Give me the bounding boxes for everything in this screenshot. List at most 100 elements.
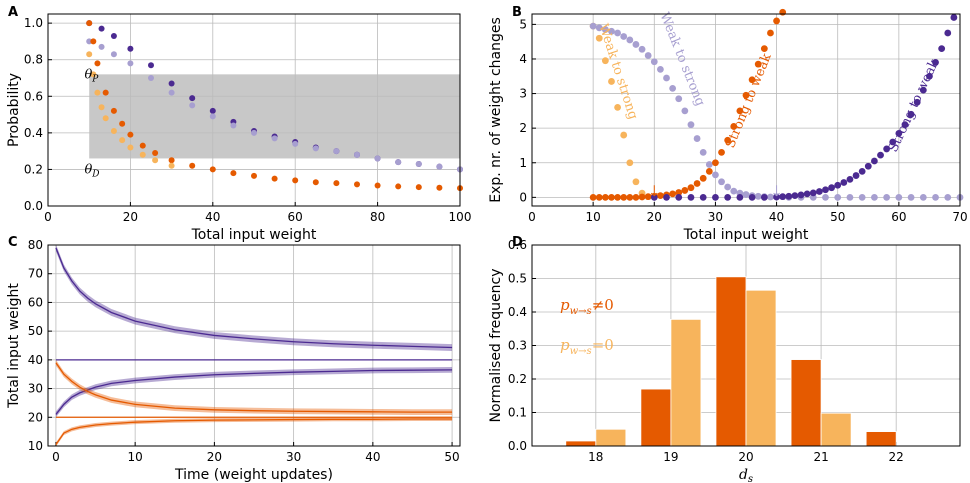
data-point-orange [608,193,615,201]
data-point-purple [736,193,744,201]
bar-orange [865,431,897,447]
x-tick-label: 10 [128,450,143,464]
data-point-lavender [724,183,732,191]
x-tick-label: 20 [738,450,753,464]
data-point-purple [834,181,842,189]
bar-orange [565,440,597,447]
y-tick-label: 0 [519,190,527,204]
data-point-purple [822,186,829,194]
data-point-lavender [589,22,597,30]
panel-label: B [512,5,522,20]
data-point-lavender [883,193,891,201]
data-point-orange [626,193,634,201]
data-point-light-orange [601,57,609,65]
y-tick-label: 0.0 [24,199,43,213]
y-tick-label: 0.3 [508,339,527,353]
data-point-orange [86,20,93,27]
data-point-lavender [650,58,658,66]
panel-label: D [512,235,523,250]
data-point-purple [675,193,683,201]
data-point-light-orange [152,157,159,164]
data-point-purple [797,191,805,199]
data-point-light-orange [127,144,134,151]
series-line [55,369,453,415]
data-point-lavender [858,193,866,201]
y-tick-label: 3 [519,87,527,101]
data-point-orange [693,180,701,187]
data-point-orange [736,107,744,115]
data-point-orange [312,179,319,186]
data-point-lavender [712,171,719,179]
data-point-purple [877,151,884,159]
y-tick-label: 10 [28,439,43,453]
data-point-purple [650,193,658,201]
data-point-orange [271,175,278,182]
data-point-light-orange [608,78,615,85]
data-point-orange [127,131,134,138]
data-point-purple [852,172,860,179]
series-line [55,247,453,349]
y-tick-label: 0.8 [24,53,43,67]
x-tick-label: 20 [647,210,662,224]
x-tick-label: 40 [365,450,380,464]
data-point-lavender [705,161,713,168]
data-point-lavender [312,145,319,152]
y-tick-label: 20 [28,410,43,424]
data-point-light-orange [102,115,109,122]
data-point-lavender [271,135,278,142]
confidence-band [55,244,453,351]
data-point-lavender [333,148,340,155]
x-tick-label: 50 [444,450,459,464]
data-point-lavender [110,51,117,58]
data-point-orange [595,193,603,201]
data-point-orange [614,193,621,201]
data-point-orange [681,187,689,194]
data-point-orange [760,45,768,52]
data-point-lavender [846,193,854,201]
data-point-purple [858,168,866,175]
data-point-lavender [944,193,952,201]
bar-light-orange [595,428,627,447]
data-point-lavender [127,60,134,67]
data-point-purple [98,25,105,32]
data-point-orange [675,189,683,196]
data-point-purple [864,162,872,170]
data-point-lavender [614,29,621,37]
y-tick-label: 0.2 [508,372,527,386]
data-point-orange [773,17,780,25]
data-point-lavender [687,121,695,129]
data-point-orange [374,182,381,189]
x-tick-label: 22 [889,450,904,464]
bar-light-orange [745,289,777,447]
series-line [55,362,453,413]
data-point-lavender [632,41,640,48]
data-point-orange [395,183,402,190]
data-point-purple [889,138,897,146]
x-tick-label: 40 [205,210,220,224]
data-point-purple [809,189,817,197]
data-point-lavender [822,193,829,201]
data-point-light-orange [595,34,603,42]
data-point-lavender [907,193,915,201]
data-point-lavender [620,33,628,40]
data-point-orange [601,193,609,201]
data-point-purple [748,193,756,201]
data-point-purple [773,193,780,201]
data-point-purple [846,175,854,183]
data-point-lavender [675,95,683,103]
legend-symbol: p [560,336,570,354]
x-axis-label-main: d [739,467,748,483]
legend-symbol: p [560,296,570,314]
axes-frame [531,13,961,207]
x-axis-label: Total input weight [191,227,317,243]
data-point-lavender [644,52,652,59]
x-tick-label: 10 [586,210,601,224]
confidence-band [55,359,453,415]
threshold-arrowhead [773,192,780,197]
data-point-lavender [189,102,196,109]
x-tick-label: 19 [663,450,678,464]
data-point-light-orange [139,151,146,158]
data-point-lavender [374,155,381,162]
y-axis-label: Normalised frequency [488,268,504,422]
